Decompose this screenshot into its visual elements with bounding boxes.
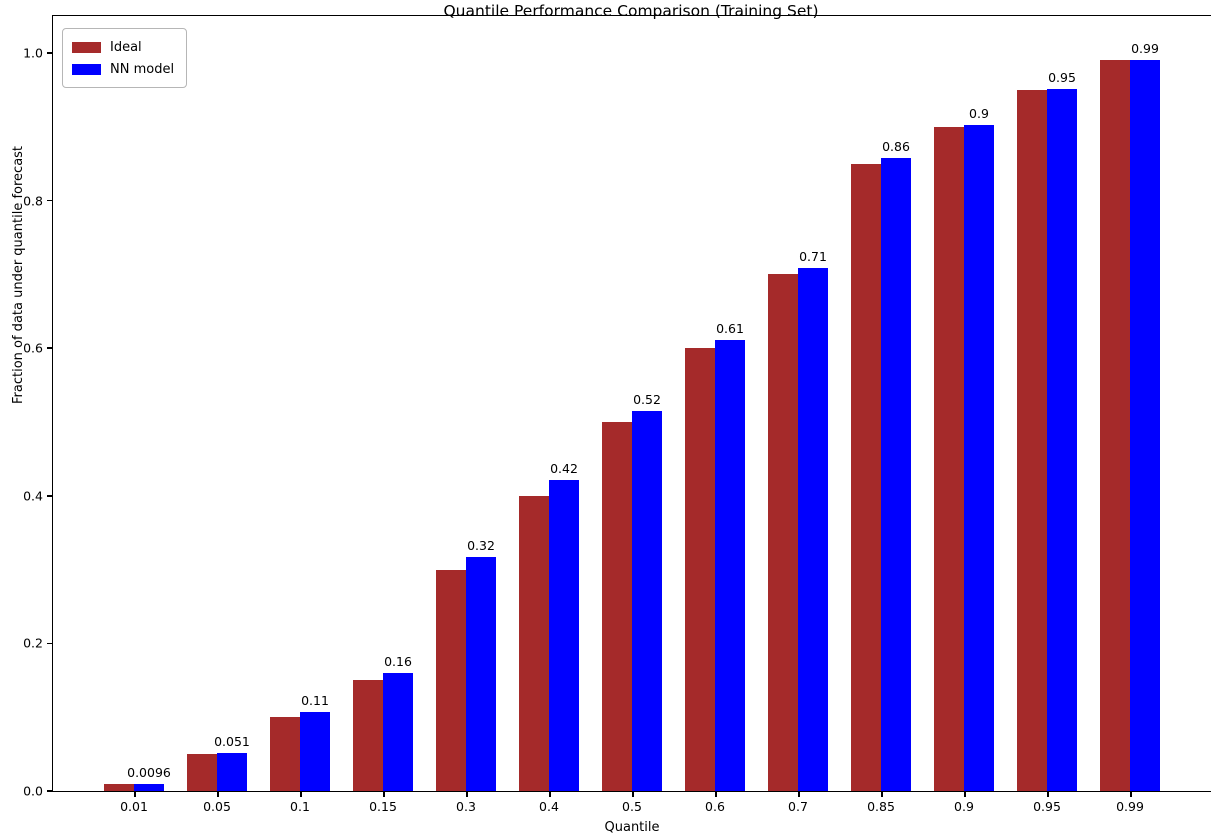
nn-model-bar <box>300 712 330 791</box>
nn-model-bar <box>715 340 745 791</box>
x-tick-label: 0.5 <box>622 799 642 814</box>
y-tick-label: 0.8 <box>23 193 43 209</box>
ideal-bar <box>353 680 383 791</box>
x-tick-mark <box>300 792 302 797</box>
legend-entry-ideal: Ideal <box>72 36 174 58</box>
x-tick-mark <box>1047 792 1049 797</box>
x-tick-mark <box>715 792 717 797</box>
x-axis-label: Quantile <box>604 820 660 835</box>
x-tick-mark <box>881 792 883 797</box>
x-tick-mark <box>549 792 551 797</box>
x-tick-label: 0.99 <box>1116 799 1144 814</box>
legend-entry-nn-model: NN model <box>72 58 174 80</box>
y-tick-label: 0.4 <box>23 488 43 504</box>
bar-value-label: 0.11 <box>301 693 329 709</box>
ideal-bar <box>685 348 715 791</box>
bar-value-label: 0.0096 <box>127 764 171 780</box>
y-tick-label: 1.0 <box>23 45 43 61</box>
x-tick-mark <box>383 792 385 797</box>
nn-model-bar <box>466 557 496 791</box>
ideal-bar <box>104 783 134 791</box>
bar-value-label: 0.86 <box>882 138 910 154</box>
y-tick-label: 0.2 <box>23 635 43 651</box>
x-tick-label: 0.4 <box>539 799 559 814</box>
bar-value-label: 0.71 <box>799 248 827 264</box>
y-tick-label: 0.0 <box>23 783 43 799</box>
x-tick-mark <box>1130 792 1132 797</box>
bar-value-label: 0.52 <box>633 391 661 407</box>
ideal-bar <box>270 717 300 791</box>
y-tick-mark <box>47 790 52 792</box>
ideal-bar <box>519 495 549 791</box>
nn-model-bar <box>798 267 828 791</box>
nn-model-bar <box>881 157 911 791</box>
y-tick-mark <box>47 199 52 202</box>
ideal-bar <box>1100 60 1130 791</box>
y-tick-mark <box>47 52 52 54</box>
bar-value-label: 0.42 <box>550 460 578 476</box>
ideal-bar <box>934 126 964 791</box>
ideal-bar <box>851 163 881 791</box>
nn-model-bar <box>1130 60 1160 791</box>
nn-model-bar <box>383 672 413 791</box>
x-tick-mark <box>964 792 966 797</box>
nn-model-bar <box>964 124 994 791</box>
bar-value-label: 0.051 <box>214 734 250 750</box>
x-tick-mark <box>632 792 634 797</box>
y-tick-mark <box>47 642 52 645</box>
bar-value-label: 0.61 <box>716 321 744 337</box>
x-tick-mark <box>217 792 219 797</box>
ideal-bar <box>768 274 798 791</box>
x-tick-label: 0.15 <box>369 799 397 814</box>
x-tick-label: 0.95 <box>1033 799 1061 814</box>
plot-area: Fraction of data under quantile forecast… <box>11 15 1211 835</box>
legend: Ideal NN model <box>62 28 188 88</box>
ideal-bar <box>602 421 632 791</box>
legend-patch-ideal <box>72 41 101 53</box>
nn-model-bar <box>217 753 247 791</box>
y-axis-label: Fraction of data under quantile forecast <box>11 145 26 404</box>
nn-model-bar <box>1047 89 1077 791</box>
x-tick-label: 0.85 <box>867 799 895 814</box>
ideal-bar <box>436 569 466 791</box>
y-tick-mark <box>47 495 52 497</box>
bar-value-label: 0.9 <box>969 105 989 121</box>
y-tick-mark <box>47 347 52 349</box>
x-tick-mark <box>466 792 468 797</box>
x-tick-label: 0.3 <box>456 799 476 814</box>
x-tick-label: 0.9 <box>954 799 974 814</box>
nn-model-bar <box>632 410 662 791</box>
x-tick-label: 0.05 <box>203 799 231 814</box>
ideal-bar <box>1017 89 1047 791</box>
legend-label-ideal: Ideal <box>110 39 142 55</box>
legend-patch-nn-model <box>72 63 101 75</box>
ideal-bar <box>187 754 217 791</box>
x-tick-label: 0.7 <box>788 799 808 814</box>
y-tick-label: 0.6 <box>23 340 43 356</box>
x-tick-mark <box>798 792 800 797</box>
bar-value-label: 0.99 <box>1131 41 1159 57</box>
x-tick-label: 0.1 <box>290 799 310 814</box>
bar-value-label: 0.16 <box>384 653 412 669</box>
x-tick-label: 0.6 <box>705 799 725 814</box>
x-tick-label: 0.01 <box>120 799 148 814</box>
nn-model-bar <box>134 783 164 791</box>
bar-value-label: 0.32 <box>467 538 495 554</box>
legend-label-nn-model: NN model <box>110 61 175 77</box>
nn-model-bar <box>549 479 579 791</box>
bar-value-label: 0.95 <box>1048 70 1076 86</box>
x-tick-mark <box>134 792 136 797</box>
